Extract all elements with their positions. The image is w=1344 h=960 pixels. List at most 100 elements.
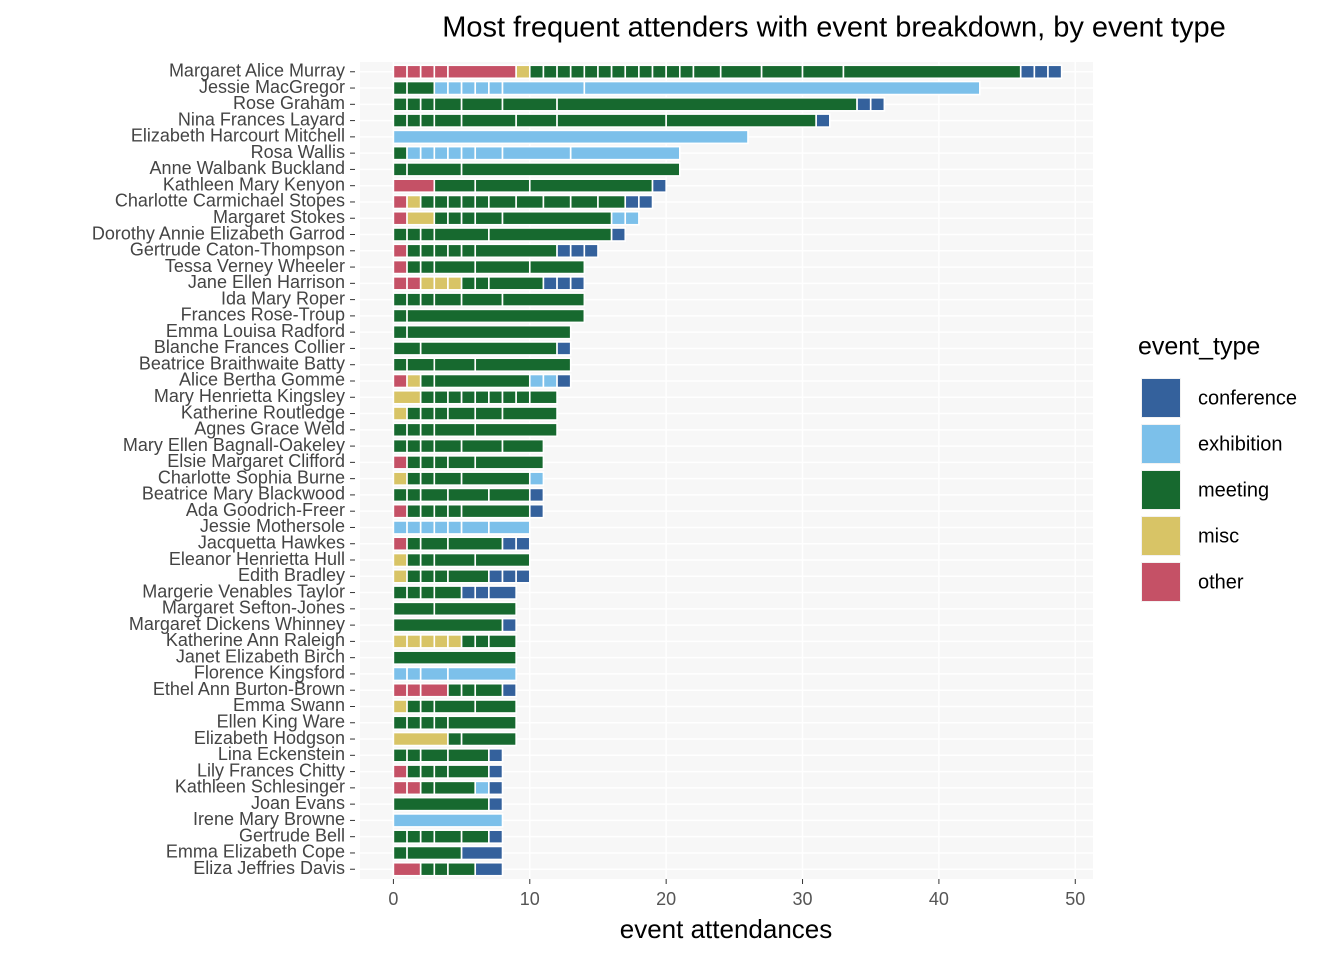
x-tick-label: 0 — [388, 889, 398, 909]
segment — [501, 80, 586, 96]
y-tick-label: Rose Graham — [233, 93, 345, 113]
segment — [406, 699, 422, 714]
segment — [392, 634, 408, 649]
y-tick-label: Rosa Wallis — [251, 142, 345, 162]
bars — [392, 64, 1063, 877]
segment — [501, 438, 545, 454]
segment — [474, 699, 517, 714]
segment — [447, 389, 463, 405]
segment — [406, 764, 422, 779]
segment — [419, 145, 436, 161]
y-tick-label: Margerie Venables Taylor — [142, 581, 345, 601]
segment — [474, 780, 490, 796]
segment — [610, 64, 627, 80]
segment — [406, 373, 422, 389]
segment — [406, 585, 422, 600]
segment — [583, 80, 981, 96]
segment — [392, 438, 408, 454]
segment — [433, 520, 449, 535]
segment — [406, 536, 422, 552]
segment — [447, 666, 517, 682]
segment — [433, 389, 449, 405]
segment — [419, 373, 436, 389]
segment — [392, 471, 408, 486]
legend-label: meeting — [1198, 479, 1269, 501]
y-tick-label: Kathleen Mary Kenyon — [163, 174, 345, 194]
segment — [460, 585, 477, 600]
segment — [460, 845, 504, 861]
segment — [488, 796, 504, 812]
segment — [515, 194, 545, 210]
segment — [501, 389, 517, 405]
segment — [474, 80, 490, 96]
legend-label: misc — [1198, 525, 1239, 547]
segment — [433, 145, 449, 161]
segment — [392, 113, 408, 128]
segment — [515, 568, 531, 584]
segment — [419, 666, 449, 682]
segment — [1047, 64, 1063, 80]
segment — [488, 780, 504, 796]
y-tick-label: Ida Mary Roper — [221, 288, 345, 308]
segment — [501, 568, 517, 584]
legend-label: other — [1198, 571, 1244, 593]
segment — [528, 64, 545, 80]
segment — [406, 113, 422, 128]
y-tick-label: Nina Frances Layard — [178, 109, 345, 129]
segment — [406, 748, 422, 763]
segment — [569, 243, 586, 259]
segment — [447, 748, 490, 763]
segment — [392, 568, 408, 584]
y-tick-label: Frances Rose-Troup — [181, 305, 345, 325]
segment — [406, 520, 422, 535]
segment — [501, 97, 558, 112]
segment — [406, 455, 422, 470]
segment — [406, 357, 436, 373]
segment — [406, 634, 422, 649]
segment — [406, 64, 422, 80]
segment — [392, 552, 408, 568]
segment — [474, 634, 490, 649]
segment — [392, 178, 436, 193]
segment — [392, 80, 408, 96]
segment — [501, 210, 613, 226]
segment — [392, 813, 504, 828]
y-tick-label: Irene Mary Browne — [193, 809, 345, 829]
segment — [474, 682, 504, 698]
y-tick-label: Ada Goodrich-Freer — [186, 500, 345, 520]
segment — [515, 536, 531, 552]
segment — [406, 715, 422, 731]
legend-label: conference — [1198, 387, 1297, 409]
segment — [433, 243, 449, 259]
segment — [433, 357, 477, 373]
y-tick-label: Kathleen Schlesinger — [175, 777, 345, 797]
legend-label: exhibition — [1198, 433, 1283, 455]
segment — [419, 682, 449, 698]
segment — [392, 487, 408, 503]
segment — [419, 520, 436, 535]
segment — [569, 276, 586, 291]
segment — [474, 861, 504, 877]
segment — [474, 389, 490, 405]
segment — [419, 455, 436, 470]
segment — [474, 422, 558, 438]
segment — [815, 113, 831, 128]
segment — [556, 243, 572, 259]
x-tick-label: 50 — [1065, 889, 1085, 909]
segment — [447, 194, 463, 210]
segment — [474, 276, 490, 291]
segment — [474, 259, 531, 275]
segment — [474, 357, 572, 373]
segment — [392, 780, 408, 796]
segment — [433, 178, 477, 193]
segment — [406, 682, 422, 698]
segment — [501, 406, 558, 421]
segment — [406, 471, 422, 486]
segment — [419, 748, 449, 763]
segment — [406, 97, 422, 112]
y-tick-label: Eleanor Henrietta Hull — [169, 549, 345, 569]
segment — [447, 682, 463, 698]
segment — [460, 438, 504, 454]
segment — [392, 829, 408, 844]
segment — [392, 162, 408, 177]
